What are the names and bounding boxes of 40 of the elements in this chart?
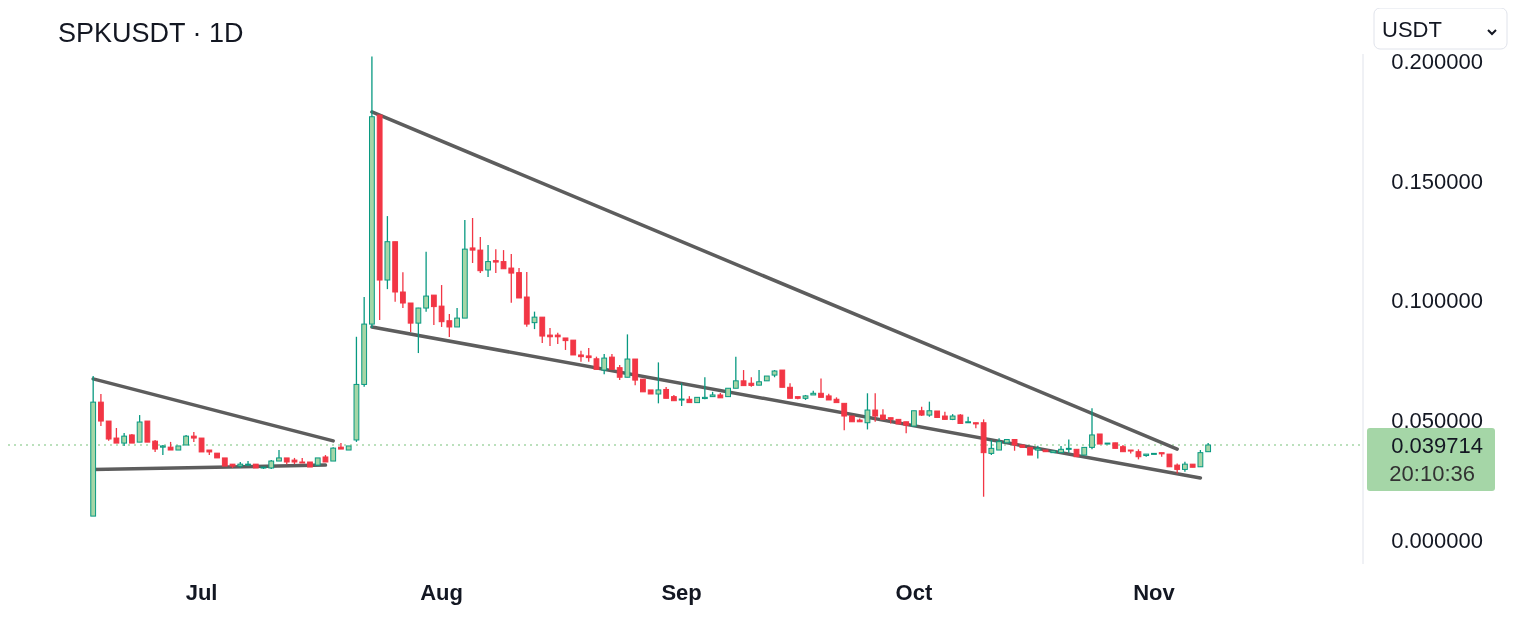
candlestick xyxy=(732,356,739,389)
candlestick xyxy=(485,244,491,278)
candlestick xyxy=(578,350,584,363)
candlestick xyxy=(338,442,344,450)
candlestick xyxy=(678,382,685,407)
candlestick xyxy=(601,353,608,375)
candlestick xyxy=(415,307,422,354)
y-tick-label: 0.100000 xyxy=(1391,288,1483,314)
x-tick-label: Jul xyxy=(185,580,218,605)
text: 20:10:36 xyxy=(1389,460,1475,486)
ref-line-label: 0.039714 xyxy=(1391,432,1483,458)
x-tick-label: Nov xyxy=(1133,580,1176,605)
candlestick xyxy=(144,420,151,443)
candlestick xyxy=(98,393,104,427)
candlestick xyxy=(624,333,631,378)
candlestick xyxy=(454,307,460,328)
candlestick xyxy=(655,361,662,404)
candlestick xyxy=(547,327,553,347)
x-tick-label: Aug xyxy=(420,580,463,605)
chart-title: SPKUSDT · 1D xyxy=(58,18,244,48)
candlestick xyxy=(539,316,546,344)
x-tick-label: Sep xyxy=(661,580,702,605)
candlestick xyxy=(430,294,437,326)
candlestick xyxy=(276,449,282,462)
candlestick xyxy=(965,416,972,424)
candlestick xyxy=(423,251,430,313)
candlestick xyxy=(399,271,406,309)
y-tick-label: 0.200000 xyxy=(1391,48,1483,74)
y-tick-label: 0.050000 xyxy=(1391,408,1483,434)
candlestick xyxy=(632,358,639,386)
candlestick xyxy=(872,392,879,423)
candlestick xyxy=(407,302,414,333)
candlestick xyxy=(756,369,762,386)
currency-dropdown: USDT xyxy=(1373,8,1508,50)
candlestick xyxy=(841,402,848,431)
y-tick-label: 0.150000 xyxy=(1391,168,1483,194)
candlestick xyxy=(864,392,871,431)
candlestick xyxy=(818,377,824,398)
x-tick-label: Oct xyxy=(895,580,933,605)
y-tick-label: 0.000000 xyxy=(1391,527,1483,553)
